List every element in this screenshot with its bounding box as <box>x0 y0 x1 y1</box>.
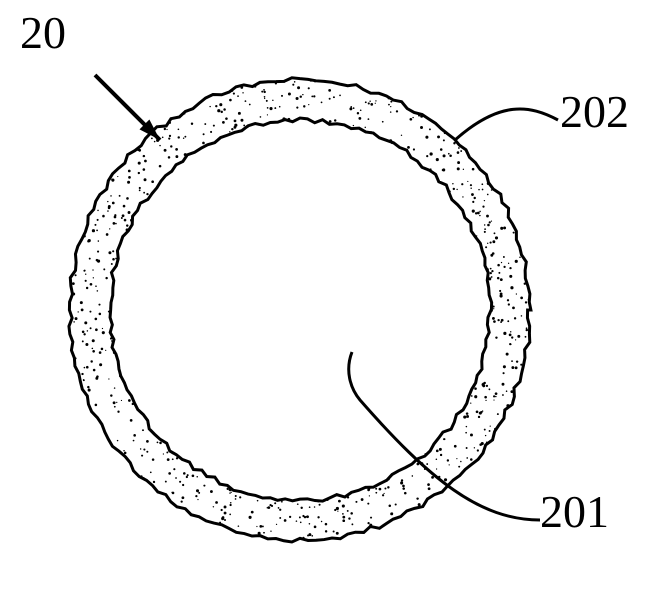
label-outer-ring: 202 <box>560 85 629 138</box>
diagram-stage: 20 202 201 <box>0 0 659 601</box>
label-outer-ring-text: 202 <box>560 86 629 137</box>
label-assembly-text: 20 <box>20 7 66 58</box>
label-assembly: 20 <box>20 6 66 59</box>
label-inner-cavity-text: 201 <box>540 486 609 537</box>
label-inner-cavity: 201 <box>540 485 609 538</box>
